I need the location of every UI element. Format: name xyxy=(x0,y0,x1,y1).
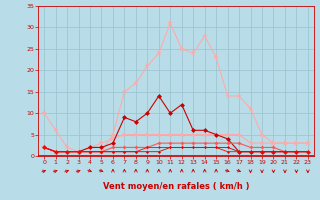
X-axis label: Vent moyen/en rafales ( km/h ): Vent moyen/en rafales ( km/h ) xyxy=(103,182,249,191)
